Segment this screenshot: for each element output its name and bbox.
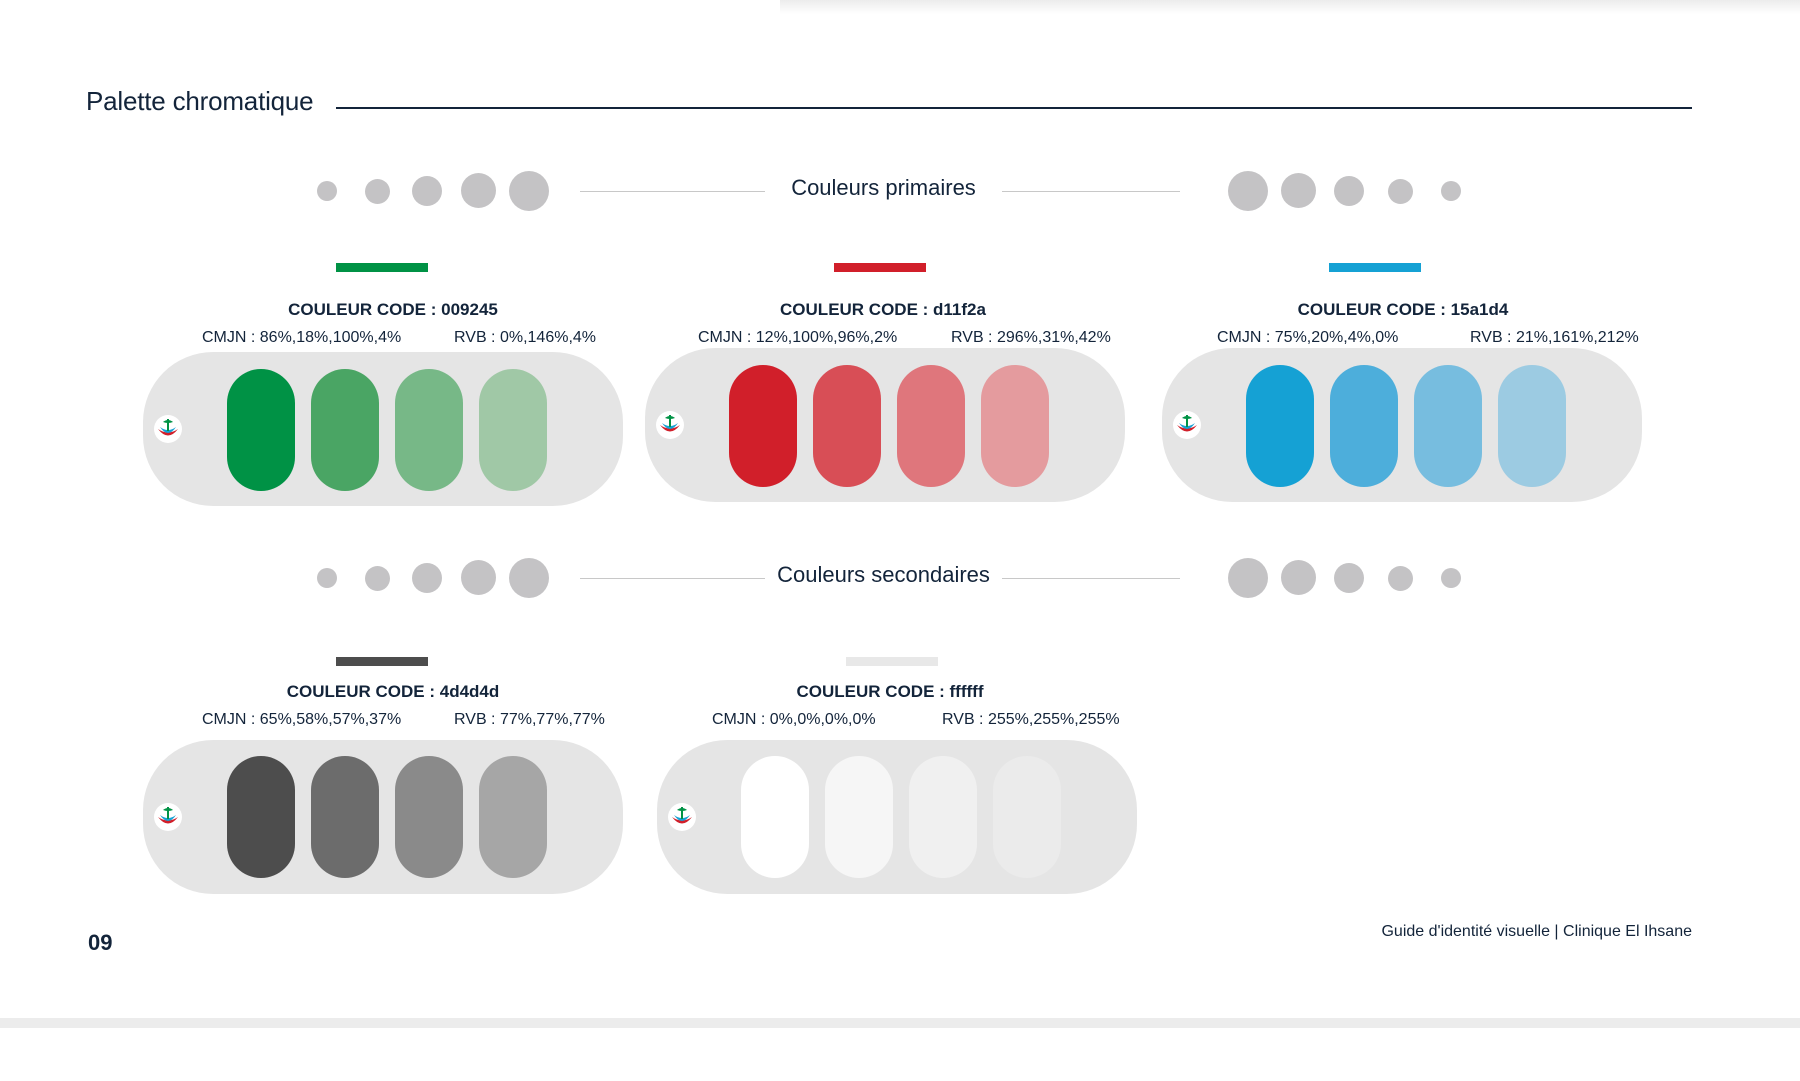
clinic-logo-icon (154, 803, 182, 831)
swatch-pill (1498, 365, 1566, 487)
color-bar (1329, 263, 1421, 272)
decor-dot (317, 181, 337, 201)
swatch-pill (741, 756, 809, 878)
decor-dot (1441, 181, 1461, 201)
clinic-logo-icon (668, 803, 696, 831)
decor-dot (1388, 179, 1413, 204)
rvb-value: RVB : 0%,146%,4% (454, 329, 597, 346)
color-code-label: COULEUR CODE : d11f2a (780, 300, 986, 319)
color-code-label: COULEUR CODE : 15a1d4 (1297, 300, 1509, 319)
rvb-value: RVB : 77%,77%,77% (454, 711, 605, 728)
swatch-pill (479, 756, 547, 878)
clinic-logo-icon (154, 415, 182, 443)
decor-dot (1334, 176, 1364, 206)
decor-dot (1281, 173, 1316, 208)
decor-dot (1228, 171, 1268, 211)
bottom-band (0, 1018, 1800, 1028)
rvb-value: RVB : 255%,255%,255% (942, 711, 1120, 728)
secondary-title: Couleurs secondaires (765, 562, 1002, 588)
page-number: 09 (88, 930, 113, 955)
swatch-pill (1246, 365, 1314, 487)
color-bar (336, 657, 428, 666)
subsection-rule-left (580, 191, 765, 192)
decor-dot (1441, 568, 1461, 588)
decor-dot (1334, 563, 1364, 593)
swatch-pill (825, 756, 893, 878)
swatch-pill (479, 369, 547, 491)
cmjn-value: CMJN : 86%,18%,100%,4% (202, 329, 402, 346)
clinic-logo-icon (1173, 411, 1201, 439)
swatch-pill (227, 369, 295, 491)
decor-dot (412, 176, 442, 206)
swatch-pill (813, 365, 881, 487)
subsection-rule-right (1002, 191, 1180, 192)
swatch-pill (227, 756, 295, 878)
cmjn-value: CMJN : 75%,20%,4%,0% (1217, 329, 1399, 346)
color-code-label: COULEUR CODE : 009245 (288, 300, 498, 319)
decor-dot (365, 179, 390, 204)
swatch-pill (1330, 365, 1398, 487)
swatch-card (657, 740, 1137, 894)
primary-title: Couleurs primaires (765, 175, 1002, 201)
swatch-pill (395, 756, 463, 878)
color-code-label: COULEUR CODE : 4d4d4d (286, 682, 500, 701)
footer-text: Guide d'identité visuelle | Clinique El … (1381, 923, 1692, 940)
swatch-pill (311, 756, 379, 878)
swatch-pill (311, 369, 379, 491)
rvb-value: RVB : 296%,31%,42% (951, 329, 1111, 346)
color-code-label: COULEUR CODE : ffffff (796, 682, 984, 701)
decor-dot (1228, 558, 1268, 598)
swatch-pill (729, 365, 797, 487)
decor-dot (365, 566, 390, 591)
swatch-pill (909, 756, 977, 878)
swatch-card (143, 352, 623, 506)
decor-dot (1388, 566, 1413, 591)
cmjn-value: CMJN : 65%,58%,57%,37% (202, 711, 402, 728)
decor-dot (412, 563, 442, 593)
subsection-rule-left (580, 578, 765, 579)
subsection-rule-right (1002, 578, 1180, 579)
swatch-card (143, 740, 623, 894)
decor-dot (461, 560, 496, 595)
section-title-rule (336, 107, 1692, 109)
decor-dot (509, 558, 549, 598)
swatch-pill (993, 756, 1061, 878)
decor-dot (1281, 560, 1316, 595)
color-bar (834, 263, 926, 272)
swatch-card (645, 348, 1125, 502)
swatch-pill (1414, 365, 1482, 487)
clinic-logo-icon (656, 411, 684, 439)
swatch-pill (981, 365, 1049, 487)
color-bar (336, 263, 428, 272)
cmjn-value: CMJN : 0%,0%,0%,0% (712, 711, 876, 728)
swatch-pill (897, 365, 965, 487)
rvb-value: RVB : 21%,161%,212% (1470, 329, 1639, 346)
decor-dot (461, 173, 496, 208)
cmjn-value: CMJN : 12%,100%,96%,2% (698, 329, 898, 346)
decor-dot (509, 171, 549, 211)
top-shadow (780, 0, 1800, 14)
section-title: Palette chromatique (86, 86, 314, 116)
color-bar (846, 657, 938, 666)
swatch-pill (395, 369, 463, 491)
decor-dot (317, 568, 337, 588)
swatch-card (1162, 348, 1642, 502)
